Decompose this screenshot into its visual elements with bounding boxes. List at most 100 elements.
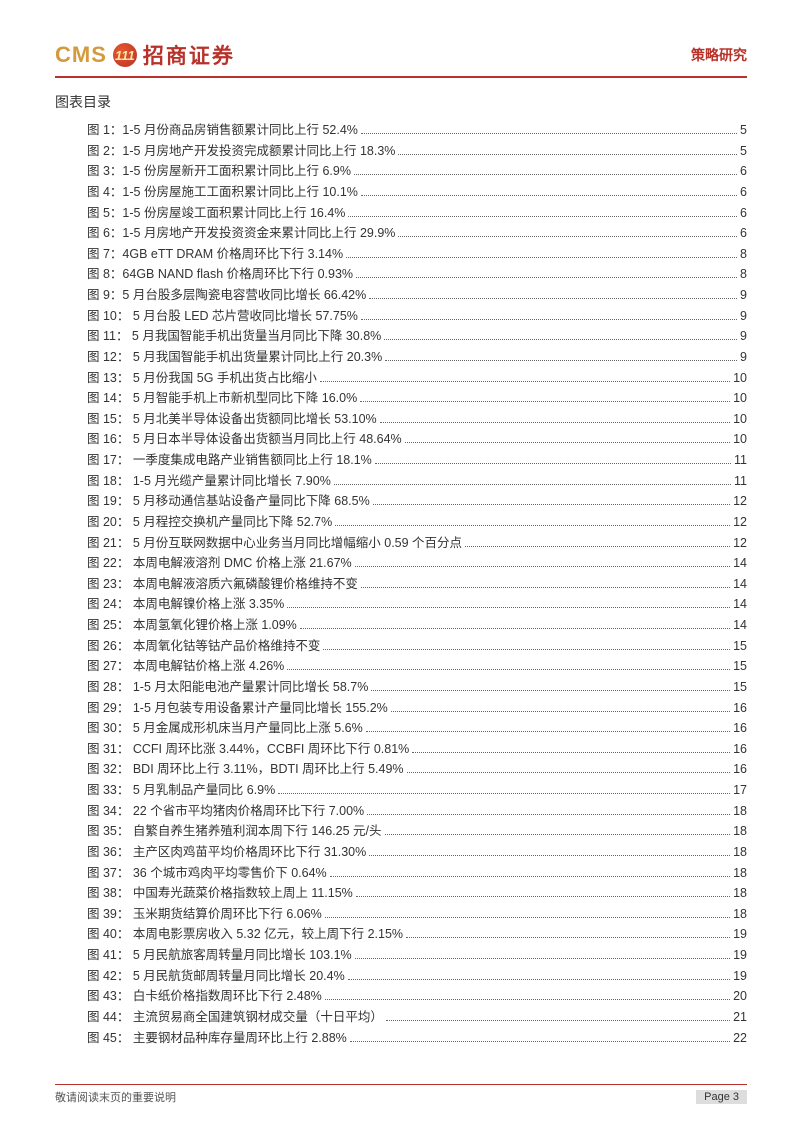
- toc-leader-dots: [465, 546, 730, 547]
- toc-entry-label: 图 29： 1-5 月包装专用设备累计产量同比增长 155.2%: [87, 698, 388, 719]
- toc-row: 图 3：1-5 份房屋新开工面积累计同比上行 6.9%6: [87, 161, 747, 182]
- toc-entry-page: 16: [733, 759, 747, 780]
- toc-row: 图 5：1-5 份房屋竣工面积累计同比上行 16.4%6: [87, 203, 747, 224]
- toc-list: 图 1：1-5 月份商品房销售额累计同比上行 52.4% 5图 2：1-5 月房地…: [55, 120, 747, 1048]
- logo-circle-icon: 111: [113, 43, 137, 67]
- toc-entry-page: 15: [733, 656, 747, 677]
- toc-entry-label: 图 34： 22 个省市平均猪肉价格周环比下行 7.00%: [87, 801, 364, 822]
- toc-row: 图 25： 本周氢氧化锂价格上涨 1.09% 14: [87, 615, 747, 636]
- toc-row: 图 15： 5 月北美半导体设备出货额同比增长 53.10% 10: [87, 409, 747, 430]
- toc-entry-label: 图 7：4GB eTT DRAM 价格周环比下行 3.14%: [87, 244, 343, 265]
- toc-entry-page: 15: [733, 636, 747, 657]
- toc-entry-page: 18: [733, 883, 747, 904]
- page-footer: 敬请阅读末页的重要说明 Page 3: [55, 1084, 747, 1105]
- toc-row: 图 39： 玉米期货结算价周环比下行 6.06%18: [87, 904, 747, 925]
- toc-row: 图 18： 1-5 月光缆产量累计同比增长 7.90%11: [87, 471, 747, 492]
- header-category: 策略研究: [691, 45, 747, 65]
- toc-entry-page: 12: [733, 533, 747, 554]
- toc-entry-label: 图 6：1-5 月房地产开发投资资金来累计同比上行 29.9%: [87, 223, 395, 244]
- toc-entry-page: 16: [733, 739, 747, 760]
- toc-entry-label: 图 40： 本周电影票房收入 5.32 亿元，较上周下行 2.15%: [87, 924, 403, 945]
- toc-entry-page: 14: [733, 615, 747, 636]
- toc-row: 图 28： 1-5 月太阳能电池产量累计同比增长 58.7% 15: [87, 677, 747, 698]
- toc-row: 图 2：1-5 月房地产开发投资完成额累计同比上行 18.3%5: [87, 141, 747, 162]
- toc-entry-label: 图 25： 本周氢氧化锂价格上涨 1.09%: [87, 615, 297, 636]
- toc-row: 图 29： 1-5 月包装专用设备累计产量同比增长 155.2% 16: [87, 698, 747, 719]
- toc-leader-dots: [373, 504, 730, 505]
- toc-leader-dots: [334, 484, 731, 485]
- toc-leader-dots: [367, 814, 730, 815]
- toc-entry-page: 18: [733, 863, 747, 884]
- toc-entry-page: 11: [734, 471, 747, 492]
- toc-entry-page: 5: [740, 141, 747, 162]
- toc-leader-dots: [348, 216, 737, 217]
- toc-entry-page: 18: [733, 842, 747, 863]
- toc-leader-dots: [287, 669, 730, 670]
- toc-row: 图 36： 主产区肉鸡苗平均价格周环比下行 31.30% 18: [87, 842, 747, 863]
- toc-row: 图 14： 5 月智能手机上市新机型同比下降 16.0%10: [87, 388, 747, 409]
- toc-entry-page: 10: [733, 409, 747, 430]
- page-header: CMS 111 招商证券 策略研究: [55, 40, 747, 78]
- toc-entry-page: 6: [740, 161, 747, 182]
- toc-row: 图 27： 本周电解钴价格上涨 4.26%15: [87, 656, 747, 677]
- toc-entry-label: 图 39： 玉米期货结算价周环比下行 6.06%: [87, 904, 322, 925]
- toc-leader-dots: [398, 154, 737, 155]
- toc-leader-dots: [300, 628, 730, 629]
- toc-leader-dots: [346, 257, 737, 258]
- toc-row: 图 23： 本周电解液溶质六氟磷酸锂价格维持不变14: [87, 574, 747, 595]
- toc-row: 图 22： 本周电解液溶剂 DMC 价格上涨 21.67%14: [87, 553, 747, 574]
- toc-entry-label: 图 24： 本周电解镍价格上涨 3.35%: [87, 594, 284, 615]
- toc-entry-label: 图 15： 5 月北美半导体设备出货额同比增长 53.10%: [87, 409, 377, 430]
- toc-entry-label: 图 5：1-5 份房屋竣工面积累计同比上行 16.4%: [87, 203, 345, 224]
- toc-leader-dots: [398, 236, 737, 237]
- toc-row: 图 11： 5 月我国智能手机出货量当月同比下降 30.8%9: [87, 326, 747, 347]
- toc-row: 图 19： 5 月移动通信基站设备产量同比下降 68.5%12: [87, 491, 747, 512]
- toc-entry-page: 15: [733, 677, 747, 698]
- toc-row: 图 4：1-5 份房屋施工工面积累计同比上行 10.1%6: [87, 182, 747, 203]
- toc-entry-label: 图 43： 白卡纸价格指数周环比下行 2.48%: [87, 986, 322, 1007]
- toc-entry-page: 9: [740, 285, 747, 306]
- toc-row: 图 6：1-5 月房地产开发投资资金来累计同比上行 29.9%6: [87, 223, 747, 244]
- toc-entry-page: 21: [733, 1007, 747, 1028]
- toc-entry-label: 图 10： 5 月台股 LED 芯片营收同比增长 57.75%: [87, 306, 358, 327]
- toc-row: 图 38： 中国寿光蔬菜价格指数较上周上 11.15%18: [87, 883, 747, 904]
- toc-entry-label: 图 33： 5 月乳制品产量同比 6.9%: [87, 780, 275, 801]
- toc-entry-label: 图 14： 5 月智能手机上市新机型同比下降 16.0%: [87, 388, 357, 409]
- toc-row: 图 21： 5 月份互联网数据中心业务当月同比增幅缩小 0.59 个百分点12: [87, 533, 747, 554]
- toc-row: 图 43： 白卡纸价格指数周环比下行 2.48%20: [87, 986, 747, 1007]
- toc-entry-label: 图 28： 1-5 月太阳能电池产量累计同比增长 58.7%: [87, 677, 368, 698]
- toc-entry-page: 22: [733, 1028, 747, 1049]
- toc-entry-page: 18: [733, 821, 747, 842]
- toc-leader-dots: [406, 937, 730, 938]
- toc-entry-label: 图 13： 5 月份我国 5G 手机出货占比缩小: [87, 368, 317, 389]
- toc-entry-page: 10: [733, 429, 747, 450]
- toc-leader-dots: [385, 834, 731, 835]
- toc-leader-dots: [361, 133, 737, 134]
- toc-leader-dots: [386, 1020, 730, 1021]
- toc-entry-label: 图 16： 5 月日本半导体设备出货额当月同比上行 48.64%: [87, 429, 402, 450]
- toc-row: 图 32： BDI 周环比上行 3.11%，BDTI 周环比上行 5.49%16: [87, 759, 747, 780]
- toc-entry-label: 图 1：1-5 月份商品房销售额累计同比上行 52.4%: [87, 120, 358, 141]
- toc-entry-page: 19: [733, 945, 747, 966]
- toc-entry-label: 图 36： 主产区肉鸡苗平均价格周环比下行 31.30%: [87, 842, 366, 863]
- toc-entry-label: 图 19： 5 月移动通信基站设备产量同比下降 68.5%: [87, 491, 370, 512]
- toc-entry-label: 图 23： 本周电解液溶质六氟磷酸锂价格维持不变: [87, 574, 358, 595]
- toc-entry-page: 9: [740, 306, 747, 327]
- toc-leader-dots: [407, 772, 731, 773]
- toc-entry-page: 9: [740, 347, 747, 368]
- toc-entry-page: 11: [734, 450, 747, 471]
- toc-row: 图 35： 自繁自养生猪养殖利润本周下行 146.25 元/头 18: [87, 821, 747, 842]
- toc-leader-dots: [366, 731, 730, 732]
- toc-entry-page: 10: [733, 368, 747, 389]
- toc-row: 图 44： 主流贸易商全国建筑钢材成交量（十日平均）21: [87, 1007, 747, 1028]
- toc-row: 图 42： 5 月民航货邮周转量月同比增长 20.4%19: [87, 966, 747, 987]
- toc-leader-dots: [391, 711, 730, 712]
- toc-leader-dots: [278, 793, 730, 794]
- toc-row: 图 31： CCFI 周环比涨 3.44%，CCBFI 周环比下行 0.81%1…: [87, 739, 747, 760]
- toc-entry-label: 图 35： 自繁自养生猪养殖利润本周下行 146.25 元/头: [87, 821, 382, 842]
- toc-entry-page: 16: [733, 698, 747, 719]
- toc-entry-label: 图 4：1-5 份房屋施工工面积累计同比上行 10.1%: [87, 182, 358, 203]
- toc-entry-label: 图 11： 5 月我国智能手机出货量当月同比下降 30.8%: [87, 326, 381, 347]
- toc-row: 图 17： 一季度集成电路产业销售额同比上行 18.1%11: [87, 450, 747, 471]
- toc-entry-label: 图 9：5 月台股多层陶瓷电容营收同比增长 66.42%: [87, 285, 366, 306]
